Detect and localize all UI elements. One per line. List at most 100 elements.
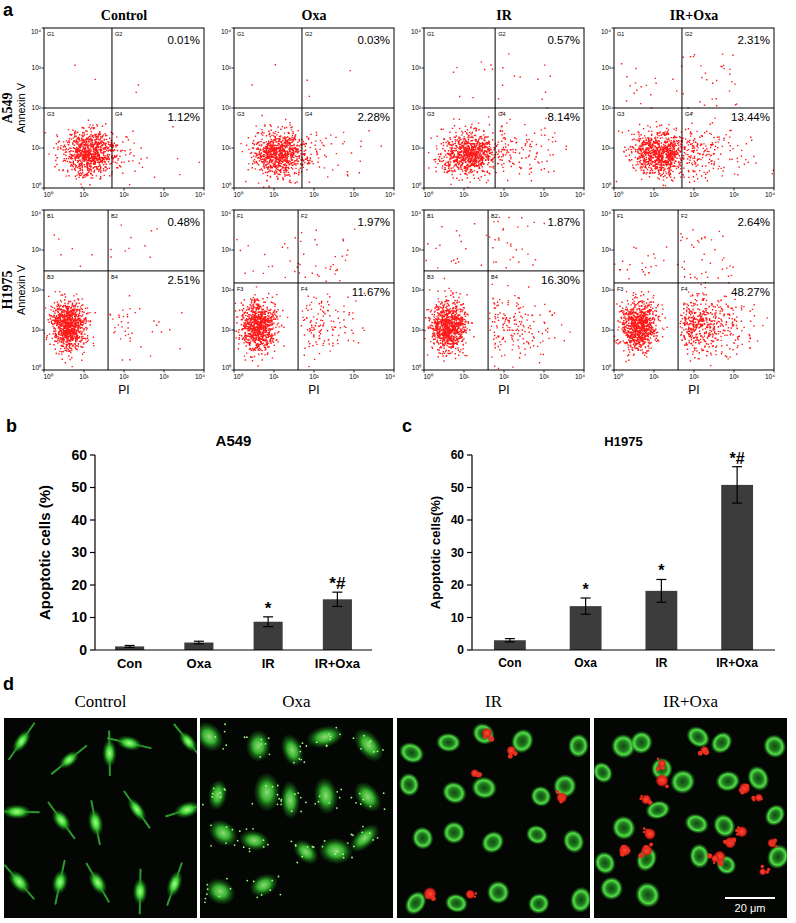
red-signal (732, 838, 737, 843)
quadrant-percent: 11.67% (352, 286, 390, 298)
red-signal (639, 797, 642, 800)
red-signal (767, 868, 770, 871)
red-signal (619, 844, 631, 856)
x-tick-label: 10³ (349, 191, 359, 198)
y-tick-label: 20 (71, 577, 87, 593)
error-cap (505, 638, 515, 639)
significance: * (265, 599, 272, 618)
speckle (277, 785, 279, 787)
x-tick-label: 10⁰ (233, 191, 243, 198)
cell (470, 775, 499, 801)
error-cap (125, 645, 135, 646)
speckle (263, 846, 265, 848)
significance: * (658, 562, 665, 579)
y-tick (612, 148, 615, 149)
y-tick-label: 10³ (412, 246, 422, 253)
x-tick-label: IR+Oxa (716, 656, 758, 670)
speckle (301, 856, 303, 858)
error-bar (732, 467, 742, 503)
quadrant-percent: 0.48% (167, 216, 200, 228)
speckle (260, 738, 262, 740)
cell (761, 801, 787, 830)
y-tick (42, 68, 45, 69)
quadrant-name: G1 (427, 31, 434, 37)
x-tick-label: 10⁴ (195, 191, 205, 198)
y-tick-label: 10⁰ (222, 364, 232, 371)
cell (85, 868, 110, 898)
quadrant-name: F1 (237, 213, 243, 219)
speckle (300, 797, 302, 799)
quadrant-name: B2 (111, 213, 118, 219)
red-signal (760, 865, 764, 869)
speckle (307, 846, 309, 848)
x-tick-label: IR+Oxa (315, 656, 361, 671)
error-stem (337, 592, 338, 606)
speckle (300, 810, 302, 812)
speckle (278, 876, 280, 878)
x-tick-label: 10² (309, 191, 319, 198)
column-title: IR (496, 8, 512, 23)
quadrant-name: F4 (681, 286, 687, 292)
x-tick-label: 10¹ (79, 373, 89, 380)
quadrant-percent: 2.31% (737, 34, 770, 46)
red-signal (643, 827, 646, 830)
speckle (369, 741, 371, 743)
plot-frame (44, 28, 204, 188)
micrograph (200, 718, 393, 918)
cell (438, 817, 470, 849)
y-tick (422, 330, 425, 331)
plot-bg (424, 210, 584, 370)
red-signal (759, 868, 766, 875)
cell (5, 867, 34, 898)
speckle (207, 888, 209, 890)
y-tick-label: 60 (71, 447, 87, 463)
y-tick (42, 250, 45, 251)
events (234, 28, 394, 188)
cell (397, 739, 427, 768)
cell (253, 773, 280, 812)
speckle (318, 801, 320, 803)
cell (277, 732, 307, 769)
y-tick (612, 250, 615, 251)
speckle (277, 803, 279, 805)
y-tick (612, 330, 615, 331)
y-tick-label: 10 (71, 609, 87, 625)
speckle (319, 795, 321, 797)
quadrant-percent: 8.14% (547, 111, 580, 123)
panel-label: d (3, 674, 14, 694)
plot-frame (424, 28, 584, 188)
column-title: IR+Oxa (670, 8, 718, 23)
cell (346, 819, 384, 856)
red-signal (723, 840, 727, 844)
red-signal (739, 783, 750, 794)
y-tick (90, 454, 95, 455)
quadrant-name: G1 (237, 31, 244, 37)
speckle (261, 894, 263, 896)
x-tick-label: 10¹ (649, 191, 659, 198)
red-signal (739, 788, 743, 792)
x-tick-label: 10⁴ (575, 191, 585, 198)
chart-title: H1975 (604, 434, 642, 449)
y-tick-label: 10⁰ (412, 182, 422, 189)
y-tick (467, 454, 472, 455)
speckle (328, 733, 330, 735)
y-tick-label: 20 (451, 578, 465, 592)
y-tick (422, 108, 425, 109)
red-signal (755, 794, 763, 802)
speckle (206, 884, 208, 886)
x-tick-label: 10⁰ (423, 191, 433, 198)
x-tick-label: 10² (689, 191, 699, 198)
y-tick-label: 10¹ (222, 144, 232, 151)
speckle (324, 840, 326, 842)
y-tick-label: 10³ (222, 246, 232, 253)
quadrant-name: G2 (115, 31, 122, 37)
flow-plot: 10⁰10¹10²10³10⁴10⁰10¹10²10³10⁴G1G2G3G40.… (411, 28, 585, 198)
speckle (204, 901, 206, 903)
gate-line (234, 108, 394, 109)
speckle (243, 846, 245, 848)
error-bar (125, 645, 135, 647)
cell (526, 782, 555, 811)
quadrant-name: G3 (427, 111, 434, 117)
error-bar (263, 617, 273, 627)
panel-a: aControlOxaIRIR+OxaA549H197510⁰10¹10²10³… (0, 0, 781, 397)
